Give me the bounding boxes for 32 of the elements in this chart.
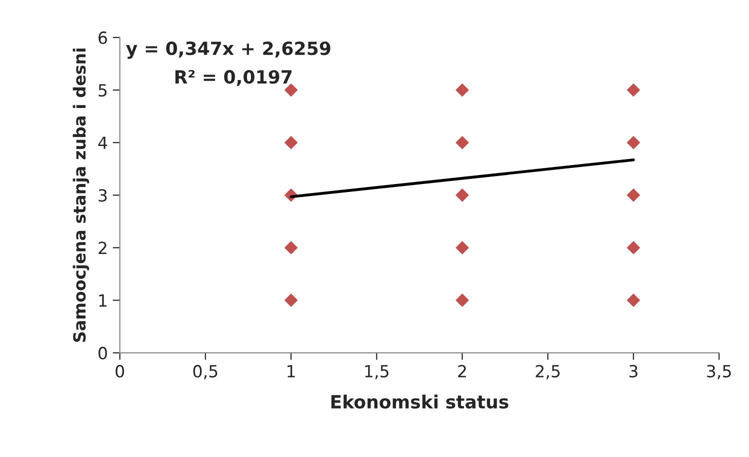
y-tick-label: 5 [98,84,107,97]
y-tick-label: 3 [98,189,107,202]
point [626,136,640,150]
point [626,83,640,97]
point [284,294,298,307]
x-tick-label: 0 [116,364,124,378]
point [456,83,469,97]
x-tick-label: 0,5 [193,364,218,380]
point [456,188,469,202]
x-tick-label: 1,5 [365,365,388,380]
point [456,241,469,254]
point [284,241,298,254]
point [626,241,640,254]
point [284,136,298,150]
annotation: y = 0,347x + 2,6259 [126,42,330,59]
x-tick-label: 3 [629,364,638,378]
y-tick-label: 4 [98,136,108,149]
x-tick-label: 3,5 [707,364,731,380]
y-tick-label: 1 [99,294,106,307]
x-tick-label: 2 [458,364,466,378]
point [626,188,640,202]
point [626,294,640,307]
y-tick-label: 6 [98,31,107,44]
x-tick-label: 2,5 [536,364,560,380]
y-axis-title: Samoocjena stanja zuba i desni [72,48,90,342]
y-tick-label: 2 [98,242,106,254]
point [456,294,469,307]
annotation: R² = 0,0197 [175,70,292,86]
x-axis-title: Ekonomski status [331,394,508,409]
point [456,136,469,150]
x-tick-label: 1 [288,365,295,378]
y-tick-label: 0 [98,346,107,360]
